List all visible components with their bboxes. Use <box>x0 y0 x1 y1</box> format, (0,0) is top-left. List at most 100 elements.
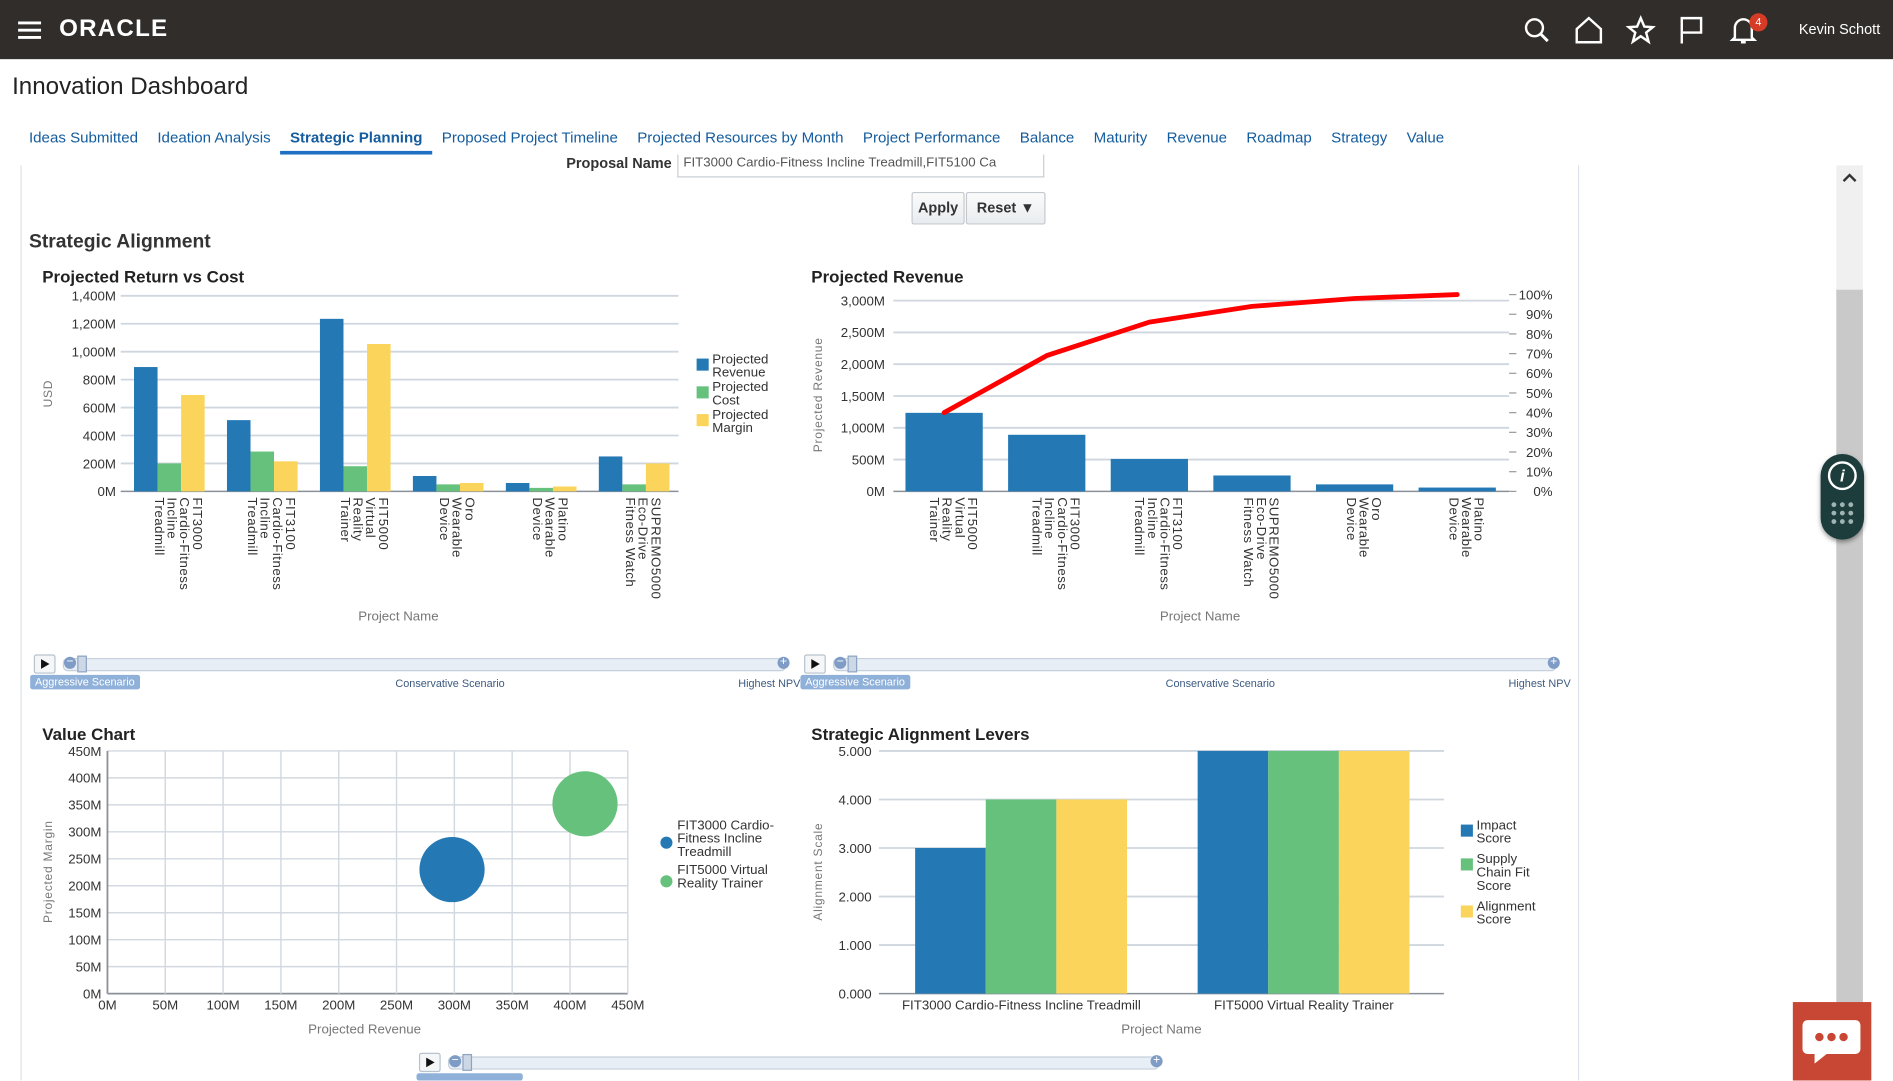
scenario-slider: − + <box>416 1052 1174 1081</box>
tab-balance[interactable]: Balance <box>1019 129 1075 147</box>
legend-item[interactable]: FIT5000 Virtual Reality Trainer <box>660 864 775 891</box>
menu-icon[interactable] <box>14 14 45 45</box>
tab-maturity[interactable]: Maturity <box>1093 129 1148 147</box>
bar[interactable] <box>157 463 182 492</box>
tab-project-performance[interactable]: Project Performance <box>862 129 1001 147</box>
bar[interactable] <box>250 451 275 492</box>
play-button[interactable] <box>33 654 56 674</box>
legend-item[interactable]: Projected Cost <box>696 381 775 409</box>
tick-label: 4.000 <box>838 792 871 807</box>
tick-label: 200M <box>83 456 116 471</box>
zoom-out-icon[interactable]: − <box>449 1055 462 1068</box>
legend-item[interactable]: Projected Revenue <box>696 353 775 381</box>
zoom-out-icon[interactable]: − <box>63 656 77 669</box>
bar[interactable] <box>412 476 437 492</box>
bar[interactable] <box>1268 750 1339 994</box>
scroll-up-icon[interactable] <box>1840 170 1859 184</box>
cumulative-line <box>941 292 1460 416</box>
bar[interactable] <box>436 484 460 492</box>
tick-label: 10% <box>1526 465 1553 480</box>
apply-button[interactable]: Apply <box>911 191 965 225</box>
tab-strategic-planning[interactable]: Strategic Planning <box>280 126 433 155</box>
bar[interactable] <box>1110 458 1188 492</box>
play-button[interactable] <box>418 1052 441 1073</box>
tab-value[interactable]: Value <box>1406 129 1445 147</box>
tab-projected-resources-by-month[interactable]: Projected Resources by Month <box>637 129 844 147</box>
tab-ideas-submitted[interactable]: Ideas Submitted <box>28 129 139 147</box>
slider-stop-label[interactable]: Conservative Scenario <box>1165 677 1275 690</box>
tab-ideation-analysis[interactable]: Ideation Analysis <box>157 129 271 147</box>
slider-stop-label[interactable]: Aggressive Scenario <box>800 674 910 690</box>
tab-proposed-project-timeline[interactable]: Proposed Project Timeline <box>441 129 618 147</box>
proposal-name-select[interactable]: FIT3000 Cardio-Fitness Incline Treadmill… <box>677 154 1045 178</box>
zoom-in-icon[interactable]: + <box>777 656 790 669</box>
bar[interactable] <box>622 484 646 492</box>
tick-label: 90% <box>1526 307 1553 322</box>
bar[interactable] <box>915 848 986 994</box>
legend-item[interactable]: Impact Score <box>1460 819 1537 847</box>
bar[interactable] <box>226 420 251 492</box>
legend-item[interactable]: Projected Margin <box>696 409 775 436</box>
tab-strategy[interactable]: Strategy <box>1331 129 1388 147</box>
scrollbar-thumb[interactable] <box>1836 289 1863 1081</box>
star-icon[interactable] <box>1625 14 1656 45</box>
slider-stop-label[interactable]: Highest NPV <box>1508 677 1571 690</box>
slider-thumb[interactable] <box>462 1053 473 1071</box>
bar[interactable] <box>1418 487 1496 492</box>
oracle-logo[interactable]: ORACLE <box>59 15 169 43</box>
slider-stop-label[interactable]: Conservative Scenario <box>395 677 505 690</box>
zoom-in-icon[interactable]: + <box>1150 1055 1163 1068</box>
zoom-out-icon[interactable]: − <box>834 656 847 669</box>
bar[interactable] <box>645 463 670 492</box>
play-button[interactable] <box>804 654 826 674</box>
tick-label: 80% <box>1526 327 1553 342</box>
slider-thumb[interactable] <box>847 655 858 673</box>
slider-track[interactable] <box>447 1056 1160 1070</box>
bar[interactable] <box>1338 750 1410 994</box>
bar[interactable] <box>529 487 553 492</box>
home-icon[interactable] <box>1573 14 1604 45</box>
bar[interactable] <box>367 343 391 492</box>
bar[interactable] <box>459 482 484 492</box>
info-widget[interactable]: i <box>1820 453 1865 540</box>
slider-stop-label[interactable] <box>416 1073 523 1081</box>
user-name[interactable]: Kevin Schott <box>1798 20 1881 38</box>
legend-item[interactable]: Alignment Score <box>1460 900 1537 928</box>
tab-revenue[interactable]: Revenue <box>1166 129 1228 147</box>
search-icon[interactable] <box>1521 14 1552 45</box>
bar[interactable] <box>552 486 577 492</box>
zoom-in-icon[interactable]: + <box>1547 656 1560 669</box>
legend-item[interactable]: FIT3000 Cardio-Fitness Incline Treadmill <box>660 819 775 860</box>
tab-roadmap[interactable]: Roadmap <box>1246 129 1312 147</box>
slider-thumb[interactable] <box>77 655 87 673</box>
reset-button[interactable]: Reset ▼ <box>965 191 1046 225</box>
bar[interactable] <box>598 456 623 492</box>
bar[interactable] <box>1213 475 1291 492</box>
legend-item[interactable]: Supply Chain Fit Score <box>1460 853 1537 894</box>
bar[interactable] <box>1315 484 1394 492</box>
bar[interactable] <box>1008 434 1086 492</box>
slider-track[interactable] <box>62 657 786 672</box>
bell-icon[interactable] <box>1728 14 1759 45</box>
bar[interactable] <box>274 461 298 492</box>
tick-label: 350M <box>68 798 101 813</box>
bar[interactable] <box>905 412 983 492</box>
bar[interactable] <box>1056 799 1128 994</box>
bubble[interactable] <box>419 836 485 903</box>
slider-stop-label[interactable]: Aggressive Scenario <box>30 674 140 690</box>
tick-label: 50% <box>1526 386 1553 401</box>
bubble[interactable] <box>552 771 618 837</box>
bar[interactable] <box>1197 750 1269 994</box>
bar[interactable] <box>343 466 368 492</box>
tick-label: 500M <box>852 452 885 467</box>
chat-button[interactable] <box>1792 1002 1872 1081</box>
bar[interactable] <box>134 367 158 492</box>
flag-icon[interactable] <box>1676 14 1707 45</box>
bar[interactable] <box>985 799 1057 994</box>
tick-label: 600M <box>83 400 116 415</box>
bar[interactable] <box>319 318 344 492</box>
bar[interactable] <box>505 482 530 492</box>
slider-track[interactable] <box>833 657 1557 672</box>
slider-stop-label[interactable]: Highest NPV <box>738 677 801 690</box>
bar[interactable] <box>181 394 205 492</box>
